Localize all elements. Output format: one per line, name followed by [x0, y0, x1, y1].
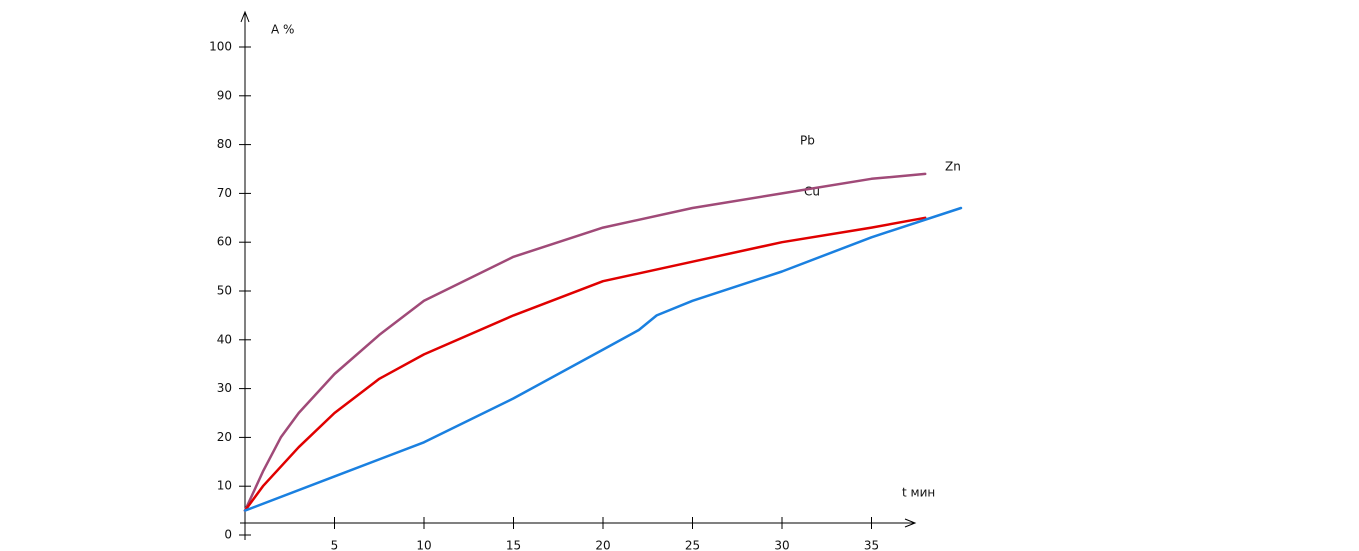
y-tick-label: 100 — [209, 40, 232, 54]
y-tick-label: 40 — [217, 332, 232, 346]
y-tick-label: 50 — [217, 284, 232, 298]
x-tick-label: 20 — [595, 539, 610, 551]
series-label: Zn — [945, 160, 961, 174]
series-line — [243, 172, 927, 512]
series-line — [243, 216, 927, 512]
y-axis-label: A % — [271, 23, 294, 37]
x-tick-label: 10 — [416, 539, 431, 551]
x-tick-label: 30 — [774, 539, 789, 551]
y-tick-label: 70 — [217, 186, 232, 200]
y-tick-label: 90 — [217, 88, 232, 102]
x-tick-label: 15 — [506, 539, 521, 551]
x-tick-label: 25 — [685, 539, 700, 551]
y-tick-label: 0 — [224, 528, 232, 542]
x-tick-label: 35 — [864, 539, 879, 551]
y-tick-label: 30 — [217, 381, 232, 395]
series-label: Pb — [800, 134, 815, 148]
x-axis-label: t мин — [902, 486, 935, 500]
y-tick-label: 80 — [217, 137, 232, 151]
x-axis-arrow — [904, 518, 917, 528]
y-tick-label: 10 — [217, 479, 232, 493]
y-axis-arrow — [240, 10, 250, 23]
y-tick-label: 20 — [217, 430, 232, 444]
x-tick-label: 5 — [331, 539, 339, 551]
y-tick-label: 60 — [217, 235, 232, 249]
series-line — [243, 206, 963, 512]
